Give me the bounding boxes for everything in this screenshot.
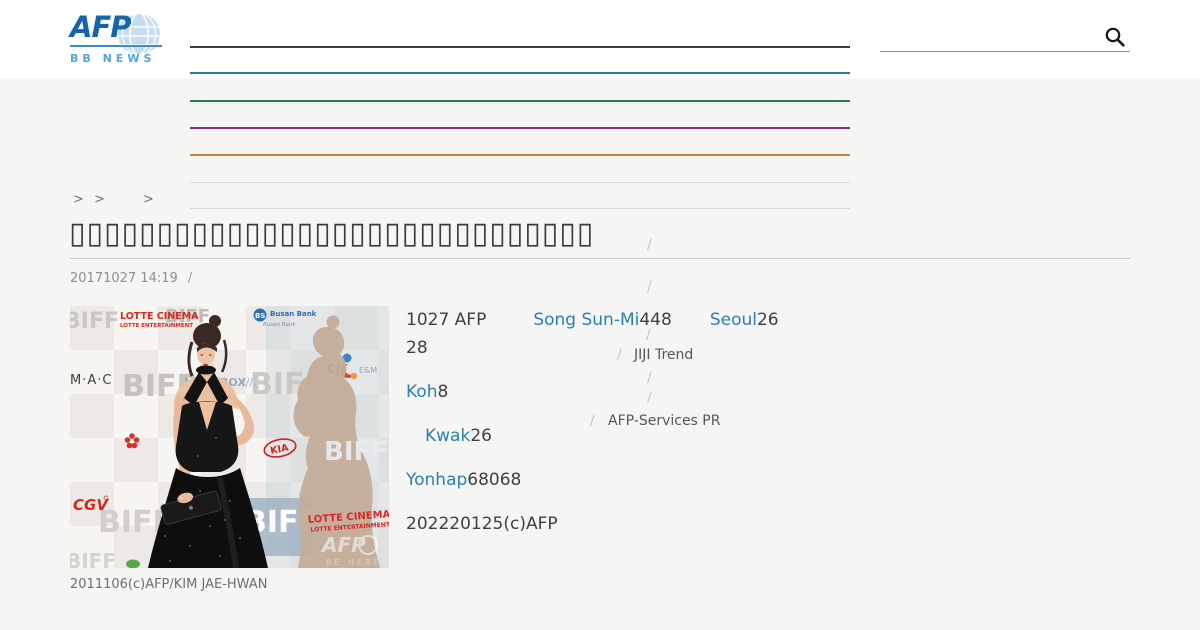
side-separator: / (617, 347, 622, 363)
svg-text:M·A·C: M·A·C (70, 373, 112, 388)
nav-item-6[interactable] (190, 182, 850, 183)
svg-text:E&M: E&M (359, 366, 377, 375)
woman-figure (148, 315, 268, 568)
side-separator: / (647, 390, 652, 406)
afp-logo-text: AFP (70, 10, 132, 44)
link-afp-services-pr[interactable]: AFP-Services PR (608, 413, 721, 429)
side-separator: / (647, 279, 652, 295)
nav-item-3[interactable] (190, 100, 850, 102)
side-separator: / (647, 370, 652, 386)
svg-text:BIFF: BIFF (70, 309, 119, 334)
body-text: 448 (639, 310, 672, 330)
breadcrumb-separator: > (94, 192, 105, 207)
svg-text:Busan Bank: Busan Bank (263, 322, 296, 328)
svg-text:BE HERE: BE HERE (326, 558, 382, 567)
logo-divider (70, 45, 162, 47)
afp-watermark-icon: AFP BE HERE (320, 533, 382, 567)
photo-caption: 2011106(c)AFP/KIM JAE-HWAN (70, 577, 268, 592)
svg-text:LOTTE CINEMA: LOTTE CINEMA (120, 311, 199, 322)
nav-item-4[interactable] (190, 127, 850, 129)
body-line: Yonhap68068 (406, 470, 521, 490)
breadcrumb-separator: > (143, 192, 154, 207)
body-line: 202220125(c)AFP (406, 514, 558, 534)
body-line: 28 (406, 338, 428, 358)
date-text: 20171027 14:19 (70, 271, 178, 286)
link-jiji-trend[interactable]: JIJI Trend (634, 347, 694, 363)
link-seoul[interactable]: Seoul (709, 310, 757, 330)
link-kwak[interactable]: Kwak (425, 426, 471, 446)
svg-text:KIA: KIA (269, 442, 290, 457)
svg-text:LOTTE ENTERTAINMENT: LOTTE ENTERTAINMENT (120, 323, 193, 329)
body-line: Kwak26 (425, 426, 492, 446)
nav-item-5[interactable] (190, 154, 850, 156)
body-text: 26 (470, 426, 492, 446)
nav-item-2[interactable] (190, 72, 850, 74)
nav-item-7[interactable] (190, 208, 850, 209)
svg-text:BS: BS (255, 312, 265, 320)
body-text: 1027 AFP (406, 310, 487, 330)
bb-news-logo-text: BB NEWS (70, 52, 156, 65)
body-line: Koh8 (406, 382, 448, 402)
side-separator: / (647, 237, 652, 253)
svg-text:BIFF: BIFF (165, 306, 210, 327)
svg-text:BIFF: BIFF (70, 549, 116, 568)
side-separator: / (590, 413, 595, 429)
article-body: 1027 AFP Song Sun-Mi448 Seoul26 28 Koh8 Kw… (406, 306, 786, 546)
silhouette-shadow (293, 315, 380, 568)
body-text: 28 (406, 338, 428, 358)
title-divider (70, 258, 1130, 259)
body-text: 26 (756, 310, 779, 330)
side-separator: / (646, 327, 651, 343)
svg-text:CGV: CGV (73, 496, 109, 514)
breadcrumb-separator: > (73, 192, 84, 207)
svg-text:Busan Bank: Busan Bank (270, 310, 317, 318)
body-text: 202220125(c)AFP (406, 514, 558, 534)
nav-item-1[interactable] (190, 46, 850, 48)
article-date: 20171027 14:19 / (70, 271, 192, 286)
svg-text:///,: ///, (242, 376, 257, 389)
body-text: 68068 (467, 470, 522, 490)
date-separator: / (187, 271, 193, 286)
search-input[interactable] (880, 24, 1130, 52)
body-text: 8 (437, 382, 449, 402)
page-title: ▯▯▯▯▯▯▯▯▯▯▯▯▯▯▯▯▯▯▯▯▯▯▯▯▯▯▯▯▯▯ (69, 216, 595, 251)
link-koh[interactable]: Koh (406, 382, 438, 402)
body-line: 1027 AFP Song Sun-Mi448 Seoul26 (406, 310, 779, 330)
search-icon[interactable] (1104, 26, 1126, 48)
article-photo[interactable]: BIFF BIFF LOTTE CINEMA LOTTE ENTERTAINME… (70, 306, 389, 568)
photo-illustration: BIFF BIFF LOTTE CINEMA LOTTE ENTERTAINME… (70, 306, 389, 568)
afp-logo[interactable]: AFP BB NEWS (70, 10, 162, 65)
link-yonhap[interactable]: Yonhap (406, 470, 468, 490)
link-song-sun-mi[interactable]: Song Sun-Mi (533, 310, 640, 330)
svg-text:BIFF: BIFF (324, 437, 389, 467)
